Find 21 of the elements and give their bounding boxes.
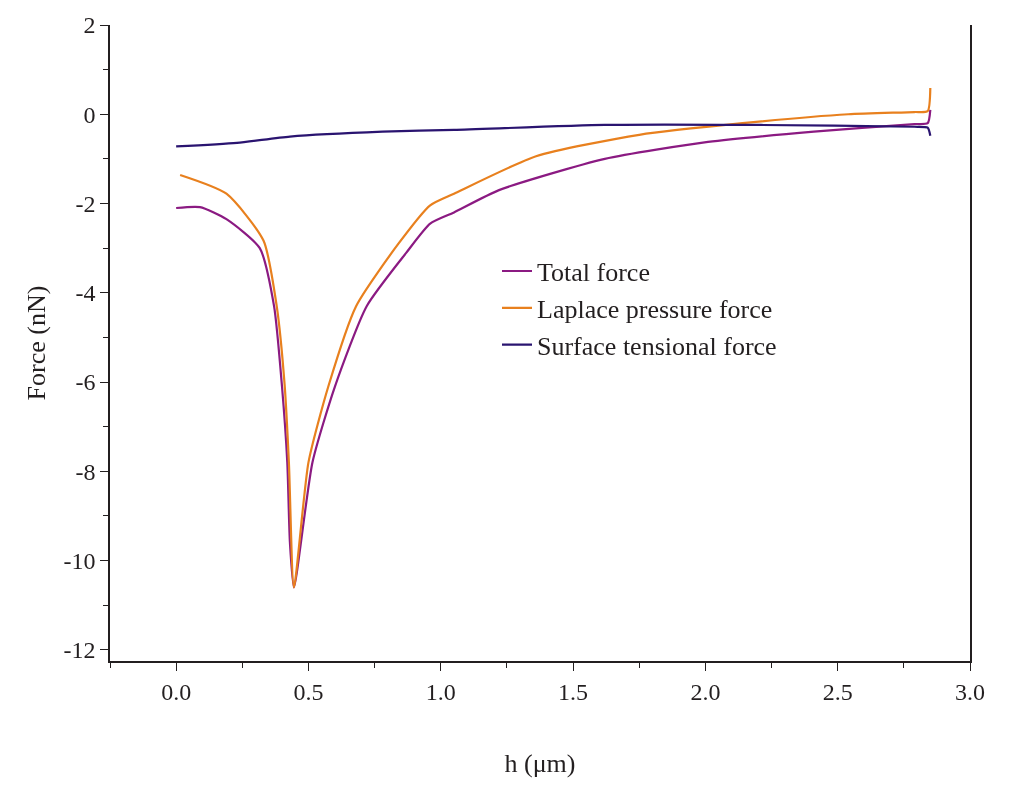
x-tick-label: 2.5 [822,678,853,705]
x-tick-label: 1.0 [425,678,456,705]
x-tick-label: 0.5 [293,678,324,705]
y-tick-label: -2 [75,190,96,217]
x-tick-label: 3.0 [955,678,985,705]
legend-label: Laplace pressure force [537,294,773,324]
x-tick-label: 0.0 [161,678,192,705]
y-axis-title: Force (nN) [22,285,52,401]
y-tick-label: 0 [83,101,96,128]
line-series [175,123,932,148]
legend-label: Surface tensional force [537,331,777,361]
x-tick-label: 2.0 [690,678,721,705]
y-tick-label: -8 [75,458,96,485]
x-tick-label: 1.5 [558,678,589,705]
y-tick-label: -10 [63,547,96,574]
x-axis-title: h (μm) [504,748,576,778]
y-tick-label: -12 [63,637,96,664]
y-tick-label: -6 [75,369,96,396]
legend-label: Total force [537,258,650,288]
y-tick-label: 2 [83,12,96,39]
y-tick-label: -4 [75,280,96,307]
